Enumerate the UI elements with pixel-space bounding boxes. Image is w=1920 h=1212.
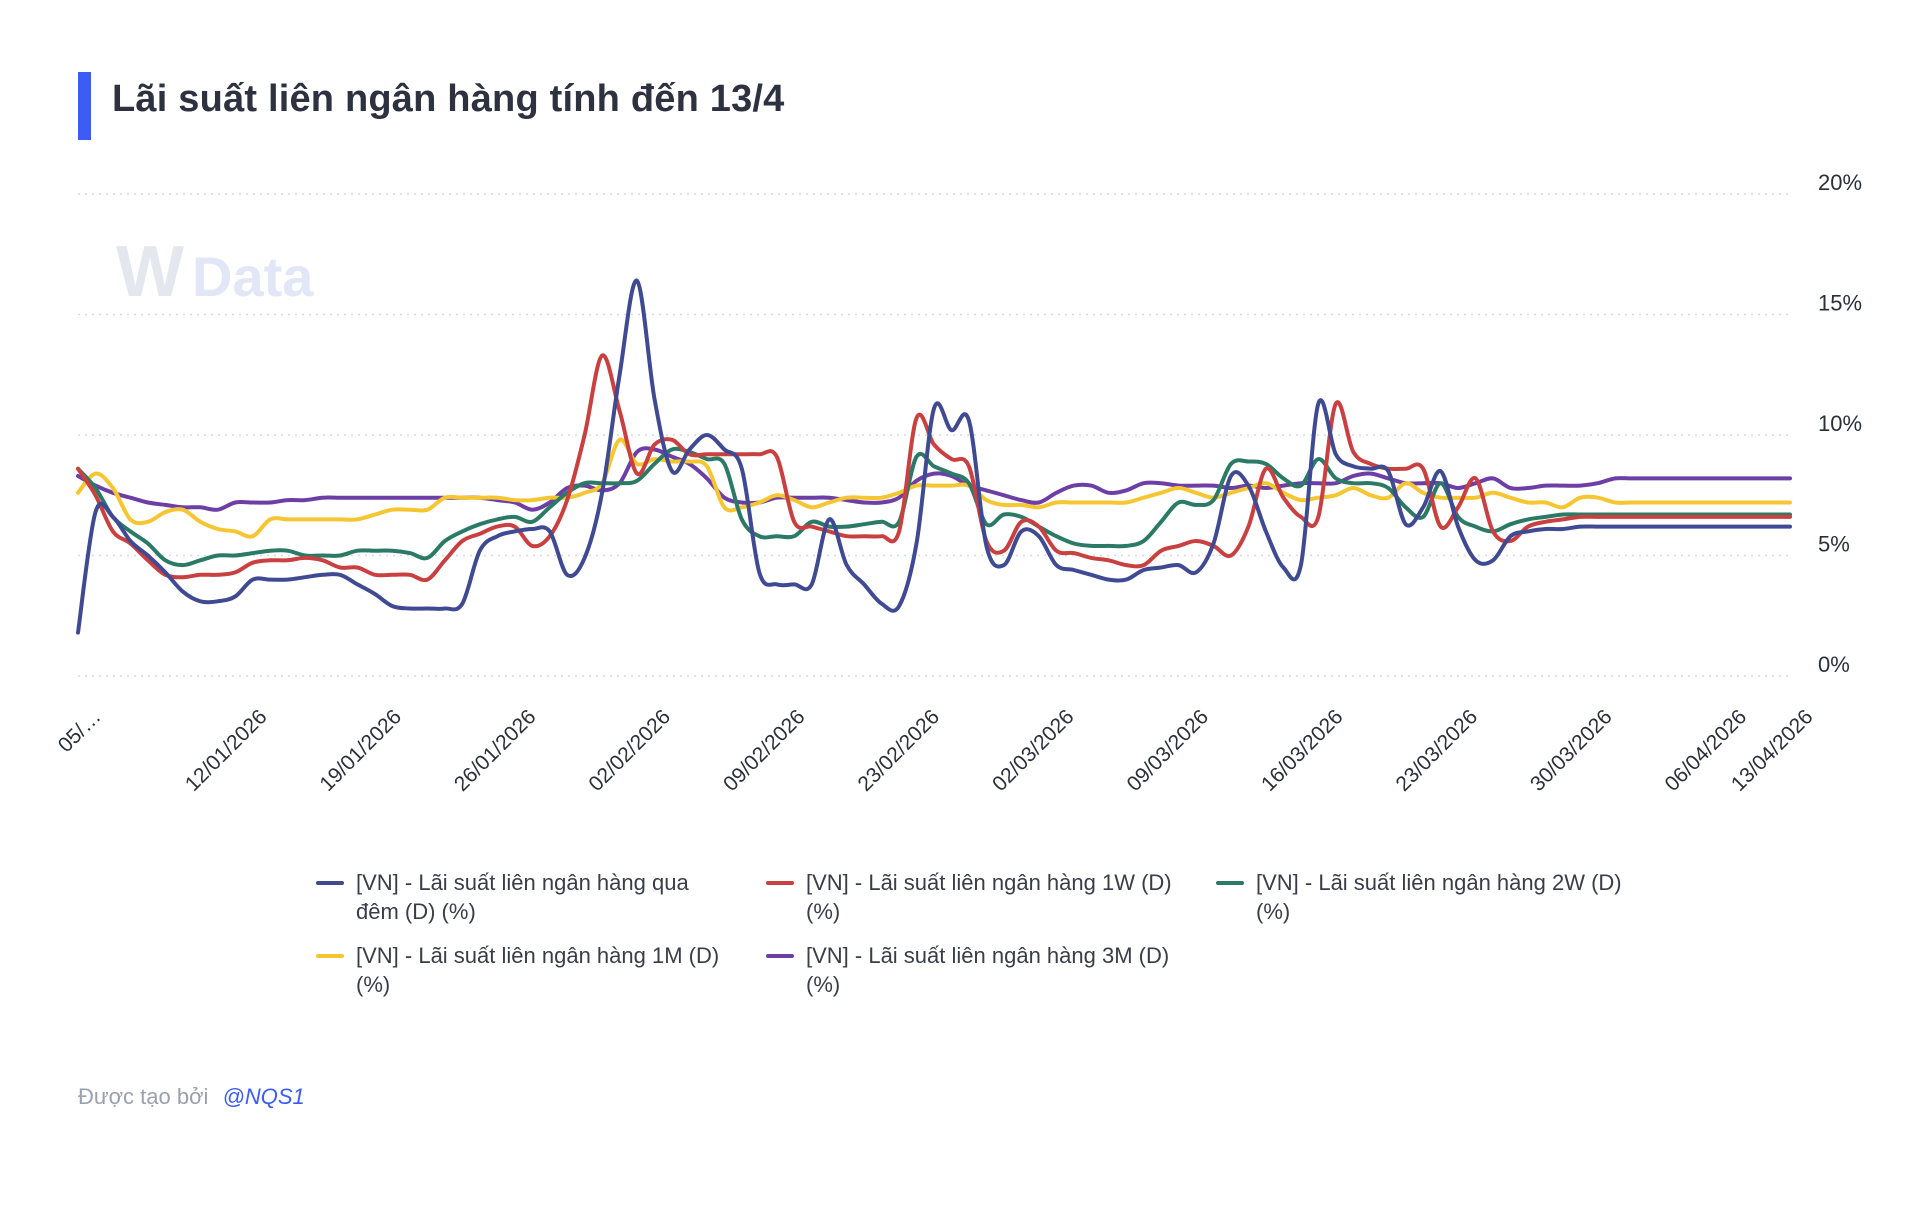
series-line-m1[interactable]: [76, 437, 1792, 539]
y-tick-label: 20%: [1818, 170, 1862, 195]
x-tick-label: 30/03/2026: [1526, 705, 1617, 796]
footer-label: Được tạo bởi: [78, 1084, 209, 1109]
gridlines: [78, 193, 1790, 677]
watermark: W Data: [116, 232, 314, 312]
legend-label-overnight: [VN] - Lãi suất liên ngân hàng qua đêm (…: [356, 870, 689, 924]
legend-swatch-3m: [766, 954, 794, 958]
legend-swatch-1m: [316, 954, 344, 958]
legend-swatch-overnight: [316, 881, 344, 885]
x-tick-label: 23/03/2026: [1392, 705, 1483, 796]
legend-label-1w: [VN] - Lãi suất liên ngân hàng 1W (D) (%…: [806, 870, 1172, 924]
x-tick-label: 16/03/2026: [1257, 705, 1348, 796]
x-tick-label: 09/03/2026: [1123, 705, 1214, 796]
footer-handle-link[interactable]: @NQS1: [222, 1084, 305, 1109]
y-tick-label: 15%: [1818, 291, 1862, 316]
watermark-data: Data: [192, 245, 314, 308]
series-line-w2[interactable]: [76, 446, 1792, 568]
series-lines: [76, 278, 1792, 635]
x-tick-label: 05/…: [54, 705, 106, 757]
x-tick-label: 26/01/2026: [450, 705, 541, 796]
y-axis-ticks: 0% 5% 10% 15% 20%: [1818, 170, 1862, 677]
x-tick-label: 23/02/2026: [853, 705, 944, 796]
legend-swatch-2w: [1216, 881, 1244, 885]
legend-label-1m: [VN] - Lãi suất liên ngân hàng 1M (D) (%…: [356, 943, 720, 997]
y-tick-label: 0%: [1818, 652, 1850, 677]
x-tick-label: 09/02/2026: [719, 705, 810, 796]
legend-label-2w: [VN] - Lãi suất liên ngân hàng 2W (D) (%…: [1256, 870, 1622, 924]
series-line-on[interactable]: [76, 278, 1792, 635]
x-tick-label: 19/01/2026: [315, 705, 406, 796]
x-tick-label: 02/02/2026: [584, 705, 675, 796]
x-tick-label: 12/01/2026: [181, 705, 272, 796]
legend-swatch-1w: [766, 881, 794, 885]
footer: Được tạo bởi @NQS1: [78, 1084, 305, 1110]
series-line-m3[interactable]: [76, 446, 1792, 512]
chart-title: Lãi suất liên ngân hàng tính đến 13/4: [112, 78, 785, 120]
y-tick-label: 10%: [1818, 411, 1862, 436]
series-line-w1[interactable]: [76, 353, 1792, 583]
watermark-w: W: [116, 232, 184, 312]
title-accent-bar: [78, 72, 91, 140]
x-tick-label: 02/03/2026: [988, 705, 1079, 796]
x-axis-ticks: 05/… 12/01/2026 19/01/2026 26/01/2026 02/02/…: [54, 705, 1818, 796]
legend-label-3m: [VN] - Lãi suất liên ngân hàng 3M (D) (%…: [806, 943, 1170, 997]
y-tick-label: 5%: [1818, 532, 1850, 557]
